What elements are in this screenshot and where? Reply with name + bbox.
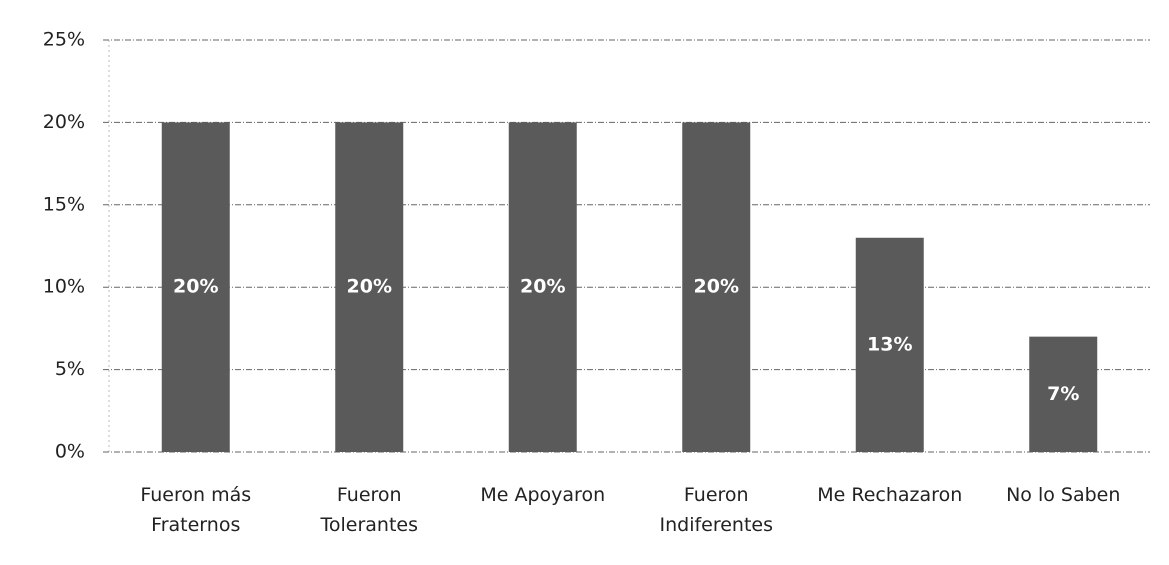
value-label: 20% <box>173 276 218 298</box>
bar <box>335 122 404 453</box>
y-tick-label: 10% <box>43 276 85 298</box>
value-label: 20% <box>694 276 739 298</box>
y-tick-label: 15% <box>43 193 85 215</box>
bar <box>508 122 577 453</box>
bar <box>682 122 751 453</box>
y-tick-label: 5% <box>55 358 85 380</box>
x-tick-label: Fueron más Fraternos <box>140 484 252 536</box>
x-tick-label: Fueron Tolerantes <box>320 484 418 536</box>
value-label: 13% <box>867 333 912 355</box>
x-tick-label: Me Rechazaron <box>817 484 963 506</box>
y-tick-label: 25% <box>43 29 85 51</box>
y-tick-label: 20% <box>43 111 85 133</box>
value-label: 20% <box>520 276 565 298</box>
bar <box>161 122 230 453</box>
x-tick-label: Fueron Indiferentes <box>659 484 774 536</box>
value-label: 7% <box>1047 383 1079 405</box>
bar <box>1029 336 1098 452</box>
x-tick-label: Me Apoyaron <box>480 484 606 506</box>
y-tick-label: 0% <box>55 441 85 463</box>
bar <box>855 237 924 452</box>
x-tick-label: No lo Saben <box>1006 484 1121 506</box>
value-label: 20% <box>347 276 392 298</box>
